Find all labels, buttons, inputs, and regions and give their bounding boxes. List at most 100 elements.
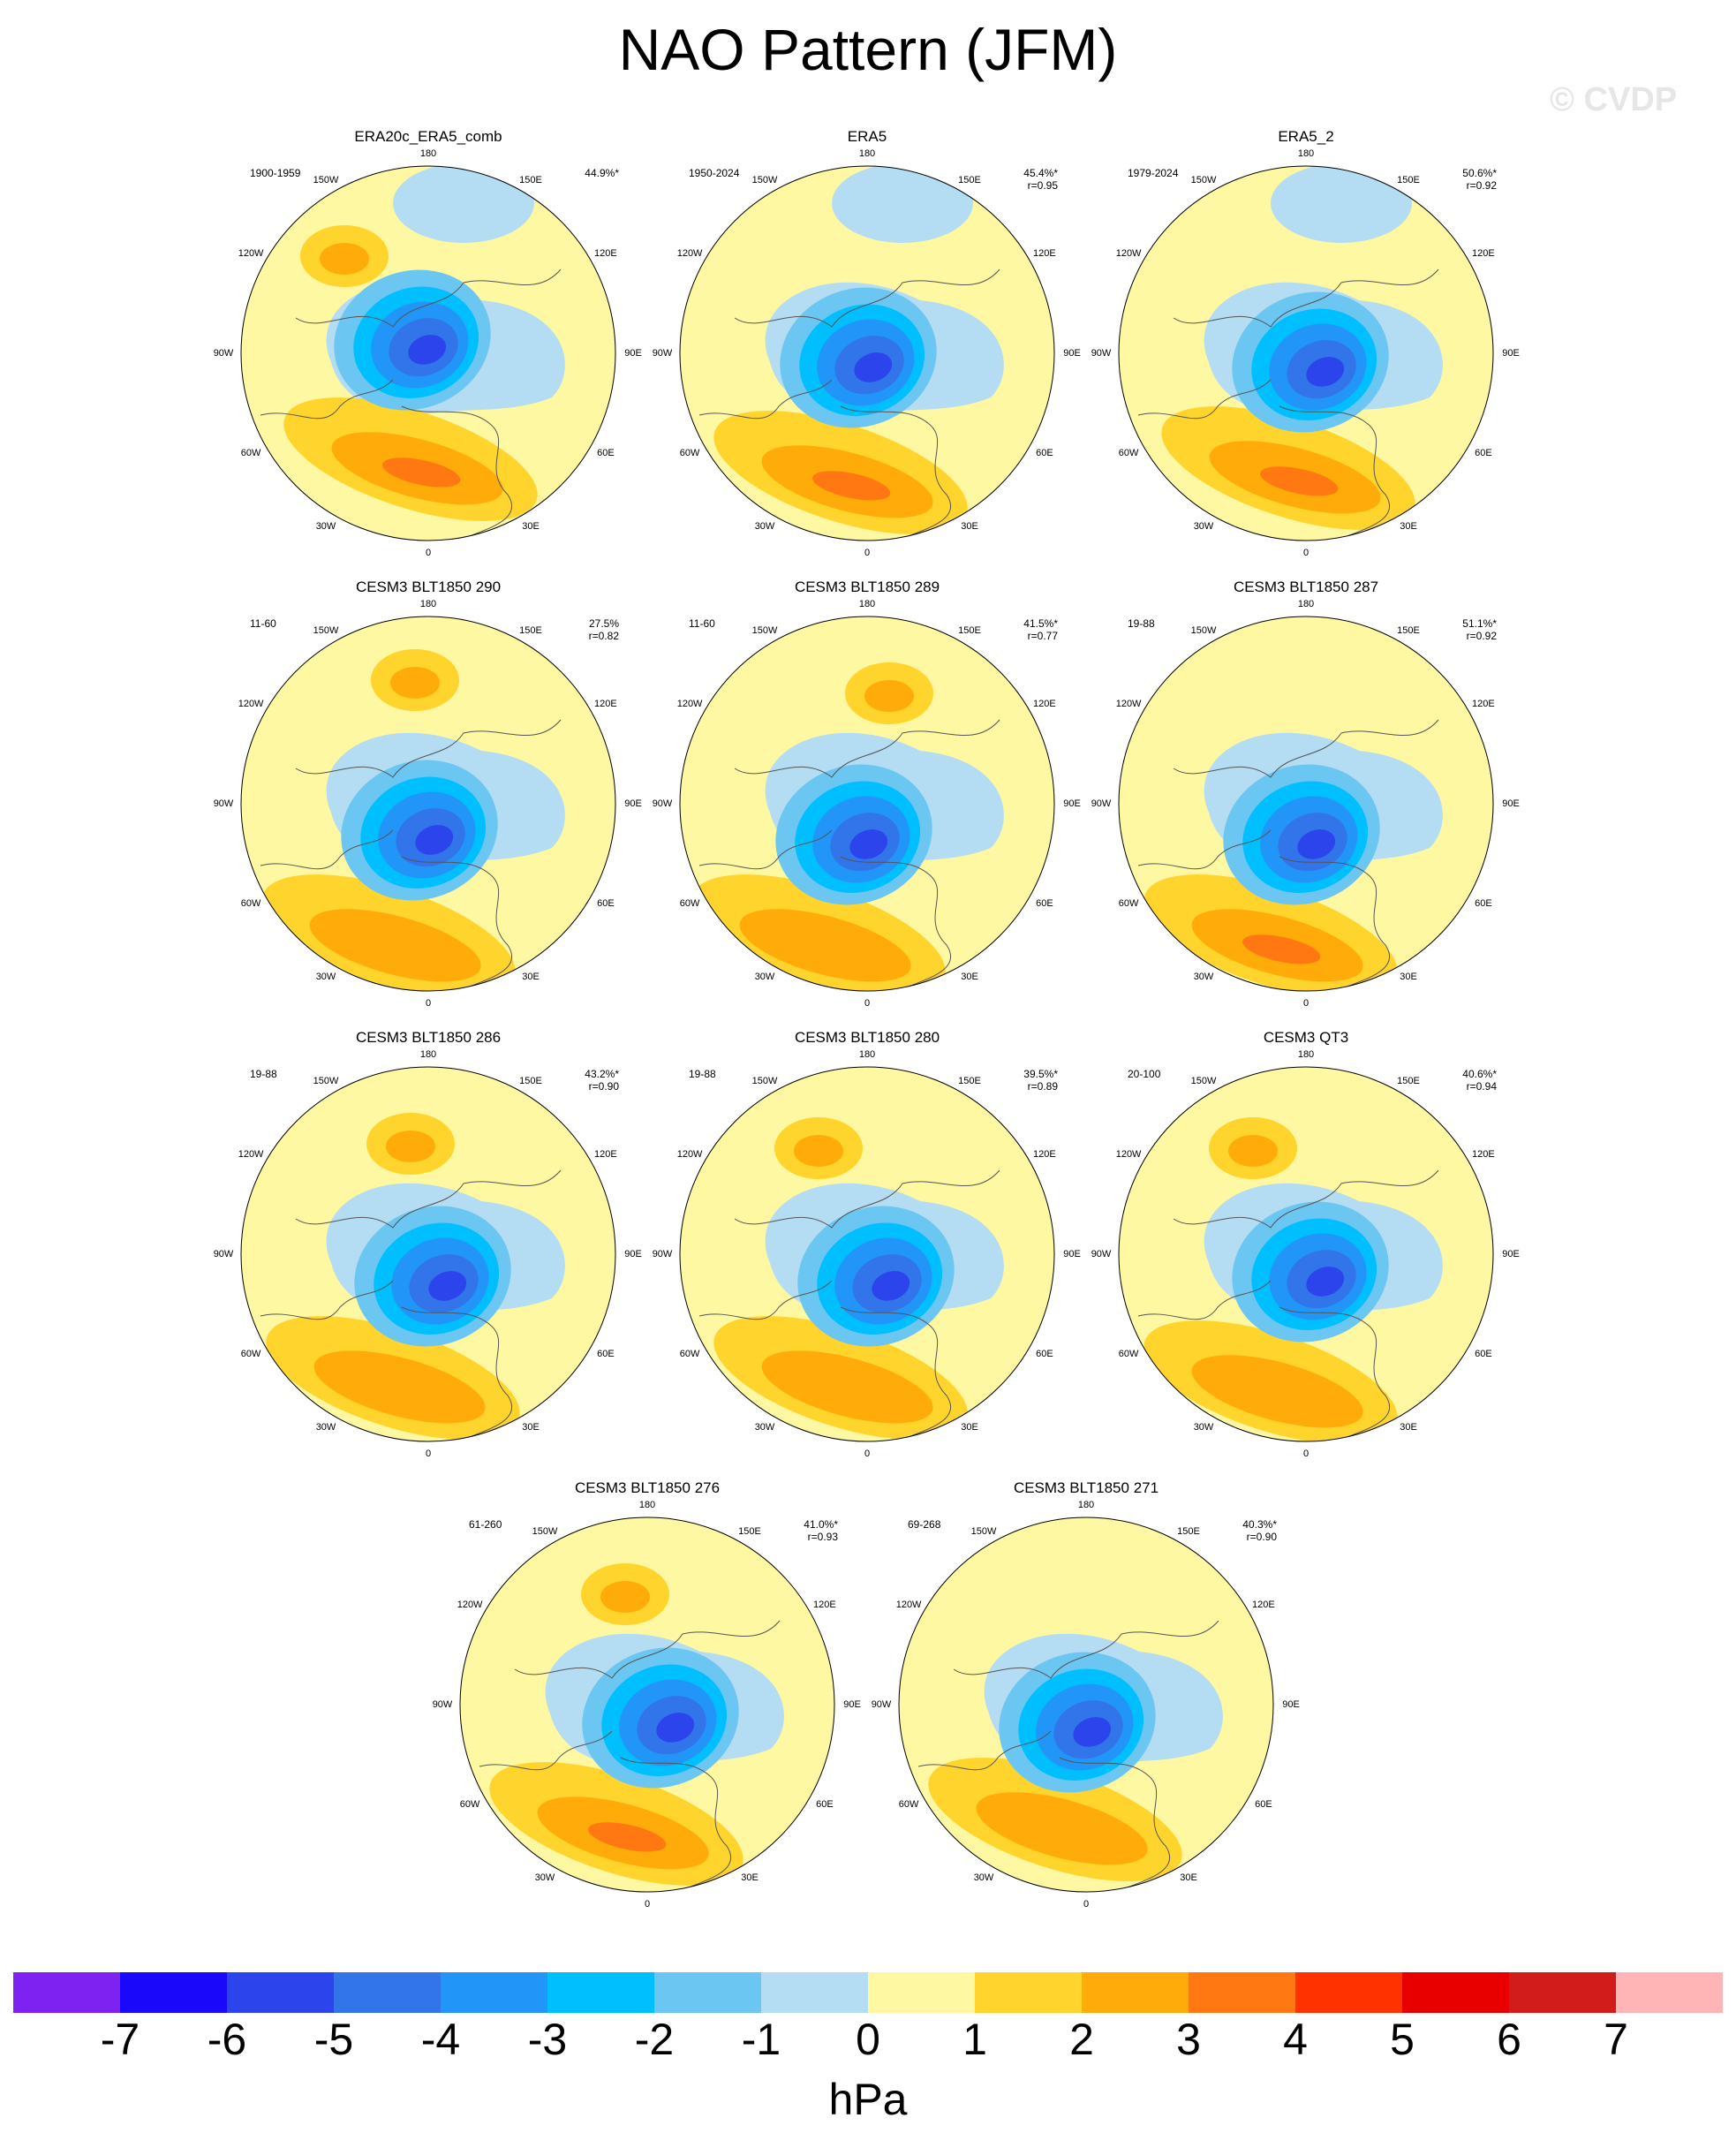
panel-pct-variance: 45.4%* r=0.95 (1023, 167, 1058, 192)
longitude-label: 0 (1302, 998, 1310, 1009)
longitude-label: 30W (315, 1421, 336, 1433)
colorbar-swatch (1509, 1972, 1617, 2013)
panel-r: r=0.77 (1027, 630, 1058, 642)
longitude-label: 180 (1297, 1049, 1315, 1060)
longitude-label: 60W (240, 1349, 261, 1359)
panel-years: 1950-2024 (689, 167, 740, 179)
longitude-label: 120E (1472, 699, 1495, 709)
polar-map (1118, 165, 1494, 541)
longitude-label: 150E (958, 625, 981, 637)
panel-title: CESM3 QT3 (1263, 1029, 1349, 1046)
colorbar-swatch (761, 1972, 869, 2013)
panel-pct: 44.9%* (585, 167, 619, 179)
longitude-label: 60W (459, 1799, 480, 1810)
panel-title: CESM3 BLT1850 271 (1013, 1479, 1159, 1496)
longitude-label: 30W (1193, 971, 1214, 982)
longitude-label: 60E (1475, 898, 1492, 909)
longitude-label: 60E (597, 448, 615, 458)
longitude-label: 150E (1397, 175, 1420, 186)
panel-pct: 27.5% (588, 617, 619, 630)
longitude-label: 150W (751, 625, 778, 637)
colorbar-tick-label: -3 (527, 2015, 568, 2064)
map-panel: CESM3 BLT1850 287 19-88 51.1%* r=0.92 180 150… (1091, 579, 1520, 1009)
panel-title: CESM3 BLT1850 276 (574, 1479, 721, 1496)
map-panel: CESM3 BLT1850 286 19-88 43.2%* r=0.90 180 150… (214, 1029, 642, 1459)
longitude-label: 60W (240, 898, 261, 909)
longitude-label: 60E (1036, 898, 1053, 909)
longitude-label: 60E (1036, 1349, 1053, 1359)
colorbar-swatch (1295, 1972, 1403, 2013)
panel-pct: 50.6%* (1462, 167, 1497, 179)
colorbar-swatch (227, 1972, 335, 2013)
longitude-label: 90E (843, 1699, 861, 1710)
panel-title: CESM3 BLT1850 290 (355, 579, 502, 595)
colorbar-swatch (1402, 1972, 1510, 2013)
panel-years: 1900-1959 (250, 167, 301, 179)
longitude-label: 30W (1193, 520, 1214, 532)
panel-pct: 40.3%* (1242, 1518, 1277, 1531)
longitude-label: 30W (754, 971, 775, 982)
colorbar-tick-label: 2 (1069, 2015, 1094, 2064)
map-panel: ERA5 1950-2024 45.4%* r=0.95 180 150E 120E 90E 6… (653, 128, 1081, 558)
polar-map (1118, 616, 1494, 992)
longitude-label: 120E (1472, 248, 1495, 259)
longitude-label: 120W (238, 248, 264, 259)
polar-map (459, 1517, 835, 1893)
longitude-label: 60W (679, 898, 700, 909)
colorbar-tick-label: -1 (741, 2015, 781, 2064)
map-panel: ERA5_2 1979-2024 50.6%* r=0.92 180 150E 120E 90… (1091, 128, 1520, 558)
colorbar-tick-label: 0 (856, 2015, 880, 2064)
longitude-label: 150W (1190, 175, 1217, 186)
page-title: NAO Pattern (JFM) (618, 17, 1118, 82)
longitude-label: 90W (213, 1249, 234, 1259)
longitude-label: 0 (425, 548, 432, 558)
longitude-label: 150W (313, 175, 339, 186)
longitude-label: 90E (1063, 348, 1081, 359)
longitude-label: 120E (594, 1149, 617, 1160)
longitude-label: 150W (313, 625, 339, 637)
longitude-label: 30E (522, 520, 540, 532)
colorbar-swatch (13, 1972, 121, 2013)
longitude-label: 90W (432, 1699, 453, 1710)
longitude-label: 180 (419, 148, 437, 159)
longitude-label: 90W (1091, 348, 1112, 359)
colorbar-tick-label: -6 (207, 2015, 247, 2064)
map-panel: CESM3 BLT1850 280 19-88 39.5%* r=0.89 180 150… (653, 1029, 1081, 1459)
longitude-label: 60E (1255, 1799, 1272, 1810)
panel-pct-variance: 39.5%* r=0.89 (1023, 1068, 1058, 1093)
longitude-label: 0 (644, 1899, 651, 1910)
panel-years: 19-88 (250, 1068, 277, 1080)
colorbar-tick-label: 7 (1604, 2015, 1628, 2064)
longitude-label: 90E (1502, 798, 1520, 809)
longitude-label: 120W (1115, 248, 1142, 259)
colorbar-tick-label: -4 (420, 2015, 461, 2064)
panel-r: r=0.90 (588, 1080, 619, 1093)
longitude-label: 120E (1033, 248, 1056, 259)
longitude-label: 150W (751, 175, 778, 186)
polar-map (240, 165, 616, 541)
colorbar-swatch (441, 1972, 548, 2013)
colorbar-swatch (120, 1972, 228, 2013)
polar-map (240, 616, 616, 992)
panel-pct-variance: 41.0%* r=0.93 (804, 1518, 838, 1543)
longitude-label: 90W (652, 348, 673, 359)
longitude-label: 180 (1297, 599, 1315, 609)
longitude-label: 90W (652, 798, 673, 809)
panel-r: r=0.89 (1027, 1080, 1058, 1093)
longitude-label: 30E (1400, 971, 1417, 982)
panel-r: r=0.95 (1027, 179, 1058, 192)
polar-map (679, 616, 1055, 992)
polar-map (898, 1517, 1274, 1893)
colorbar-swatch (1082, 1972, 1189, 2013)
longitude-label: 30W (534, 1872, 555, 1883)
map-panel: CESM3 BLT1850 289 11-60 41.5%* r=0.77 180 150… (653, 579, 1081, 1009)
longitude-label: 0 (425, 1448, 432, 1459)
watermark: © CVDP (1550, 81, 1678, 118)
map-panel: CESM3 QT3 20-100 40.6%* r=0.94 180 150E 120E 90… (1091, 1029, 1520, 1459)
longitude-label: 30E (741, 1872, 759, 1883)
polar-map (679, 1066, 1055, 1442)
longitude-label: 120E (1033, 699, 1056, 709)
longitude-label: 180 (638, 1500, 656, 1510)
colorbar-units: hPa (828, 2075, 908, 2124)
panel-title: ERA5 (847, 128, 887, 145)
